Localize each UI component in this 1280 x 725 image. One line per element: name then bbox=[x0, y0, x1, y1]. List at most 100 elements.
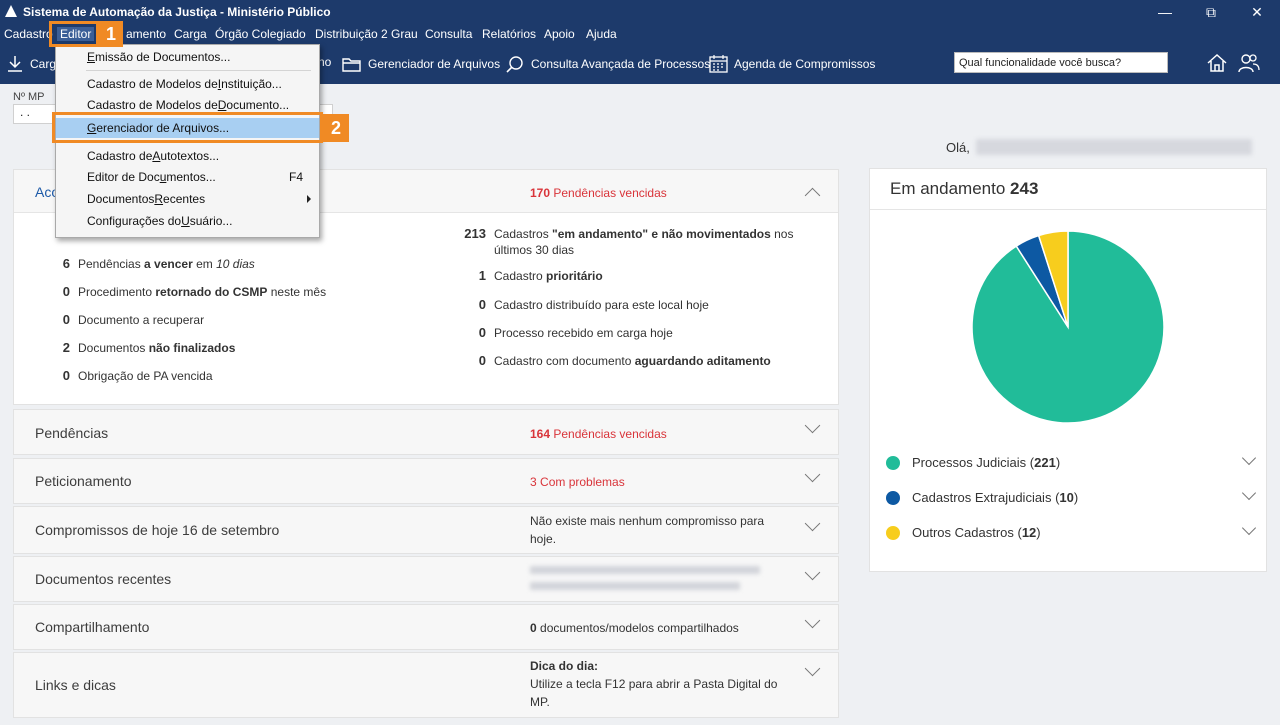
pie-slice-outros-cadastros[interactable] bbox=[1037, 230, 1069, 328]
close-icon[interactable]: ✕ bbox=[1251, 3, 1263, 20]
pendencias-info: 164 Pendências vencidas bbox=[530, 427, 667, 441]
menu-cadastro[interactable]: Cadastro bbox=[4, 27, 53, 41]
search-icon bbox=[505, 55, 525, 73]
menu-consulta[interactable]: Consulta bbox=[425, 27, 473, 41]
shortcut-f4: F4 bbox=[288, 170, 303, 184]
user-name-redacted bbox=[975, 139, 1252, 155]
pendencias-title: Pendências bbox=[35, 425, 109, 441]
toolbar-consulta-label: Consulta Avançada de Processos bbox=[531, 57, 711, 71]
acompanhamento-pendencias: 170 Pendências vencidas bbox=[530, 186, 667, 200]
download-icon bbox=[6, 55, 24, 73]
stat-documento-recuperar[interactable]: 0 Documento a recuperar bbox=[62, 312, 205, 327]
stat-aditamento[interactable]: 0 Cadastro com documento aguardando adita… bbox=[478, 353, 771, 368]
mp-label: Nº MP bbox=[13, 91, 45, 103]
chevron-down-icon[interactable] bbox=[804, 564, 821, 581]
panel-compromissos[interactable]: Compromissos de hoje 16 de setembro Não … bbox=[13, 506, 839, 554]
legend-label: Cadastros Extrajudiciais (10) bbox=[912, 490, 1079, 505]
toolbar-consulta-button[interactable]: Consulta Avançada de Processos bbox=[505, 55, 710, 73]
toolbar-gerenciador-button[interactable]: Gerenciador de Arquivos bbox=[342, 55, 500, 73]
search-input[interactable] bbox=[954, 52, 1168, 73]
menu-apoio[interactable]: Apoio bbox=[544, 27, 575, 41]
peticionamento-info: 3 Com problemas bbox=[530, 475, 625, 489]
documento-redacted bbox=[530, 582, 740, 590]
em-andamento-header: Em andamento 243 bbox=[870, 169, 1266, 210]
menu-editor-documentos[interactable]: Editor de Doc u mentos... F4 bbox=[87, 170, 303, 184]
panel-pendencias[interactable]: Pendências 164 Pendências vencidas bbox=[13, 409, 839, 455]
compartilhamento-info: 0 documentos/modelos compartilhados bbox=[530, 621, 739, 635]
stat-a-vencer[interactable]: 6 Pendências a vencer em 10 dias bbox=[62, 256, 255, 271]
toolbar-gerenciador-label: Gerenciador de Arquivos bbox=[368, 57, 501, 71]
window-title: Sistema de Automação da Justiça - Minist… bbox=[23, 5, 331, 19]
step-badge-2: 2 bbox=[323, 114, 349, 142]
chevron-up-icon[interactable] bbox=[804, 187, 821, 204]
documentos-title: Documentos recentes bbox=[35, 571, 172, 587]
menu-separator bbox=[86, 142, 311, 143]
compromissos-info: Não existe mais nenhum compromisso para h… bbox=[530, 514, 765, 546]
step-badge-1: 1 bbox=[99, 21, 123, 47]
peticionamento-title: Peticionamento bbox=[35, 473, 132, 489]
chevron-down-icon[interactable] bbox=[804, 515, 821, 532]
em-andamento-card: Em andamento 243 Processos Judiciais (22… bbox=[869, 168, 1267, 572]
panel-peticionamento[interactable]: Peticionamento 3 Com problemas bbox=[13, 458, 839, 504]
stat-distribuido[interactable]: 0 Cadastro distribuído para este local ho… bbox=[478, 297, 709, 312]
calendar-icon bbox=[709, 55, 728, 73]
stat-pa-vencida[interactable]: 0 Obrigação de PA vencida bbox=[62, 368, 213, 383]
legend-dot bbox=[886, 525, 900, 540]
toolbar-hidden-item[interactable]: no bbox=[318, 55, 331, 69]
menu-editor[interactable]: Editor bbox=[57, 27, 95, 41]
menu-orgao-colegiado[interactable]: Órgão Colegiado bbox=[215, 27, 306, 41]
menu-carga[interactable]: Carga bbox=[174, 27, 207, 41]
legend-label: Outros Cadastros (12) bbox=[912, 525, 1041, 540]
chevron-down-icon[interactable] bbox=[1241, 485, 1257, 501]
legend-label: Processos Judiciais (221) bbox=[912, 455, 1061, 470]
legend-outros-cadastros[interactable]: Outros Cadastros (12) bbox=[886, 520, 1257, 540]
chevron-down-icon[interactable] bbox=[804, 466, 821, 483]
panel-documentos-recentes[interactable]: Documentos recentes bbox=[13, 556, 839, 602]
chevron-down-icon[interactable] bbox=[1241, 520, 1257, 536]
legend-cadastros-extrajudiciais[interactable]: Cadastros Extrajudiciais (10) bbox=[886, 485, 1257, 505]
pie-chart bbox=[971, 230, 1165, 424]
chevron-down-icon[interactable] bbox=[804, 612, 821, 629]
home-icon[interactable] bbox=[1206, 53, 1228, 76]
stat-em-andamento[interactable]: 213 Cadastros "em andamento" e não movime… bbox=[464, 226, 794, 257]
panel-compartilhamento[interactable]: Compartilhamento 0 documentos/modelos co… bbox=[13, 604, 839, 650]
app-logo-icon bbox=[5, 5, 17, 17]
stat-nao-finalizados[interactable]: 2 Documentos não finalizados bbox=[62, 340, 236, 355]
panel-links-dicas[interactable]: Links e dicas Dica do dia: Utilize a tecl… bbox=[13, 652, 839, 718]
menu-bar: Cadastro Editor amento Carga Órgão Coleg… bbox=[0, 24, 1280, 44]
minimize-icon[interactable]: — bbox=[1158, 4, 1172, 20]
stat-carga-hoje[interactable]: 0 Processo recebido em carga hoje bbox=[478, 325, 673, 340]
stat-retornado-csmp[interactable]: 0 Procedimento retornado do CSMP neste mê… bbox=[62, 284, 327, 299]
toolbar-agenda-button[interactable]: Agenda de Compromissos bbox=[709, 55, 875, 73]
stat-prioritario[interactable]: 1 Cadastro prioritário bbox=[478, 268, 603, 283]
menu-acompanhamento[interactable]: amento bbox=[126, 27, 167, 41]
users-icon[interactable] bbox=[1238, 53, 1260, 76]
chevron-down-icon[interactable] bbox=[804, 417, 821, 434]
greeting: Olá, bbox=[946, 139, 1252, 155]
legend-processos-judiciais[interactable]: Processos Judiciais (221) bbox=[886, 450, 1257, 470]
greeting-label: Olá, bbox=[946, 139, 970, 155]
menu-separator bbox=[86, 70, 311, 71]
menu-relatorios[interactable]: Relatórios bbox=[482, 27, 537, 41]
pie-slice-processos-judiciais[interactable] bbox=[971, 230, 1165, 424]
toolbar-carga-button[interactable]: Carg bbox=[6, 55, 56, 73]
acompanhamento-title: Aco bbox=[35, 184, 60, 200]
menu-distribuicao[interactable]: Distribuição 2 Grau bbox=[315, 27, 418, 41]
title-bar: Sistema de Automação da Justiça - Minist… bbox=[0, 0, 1280, 24]
legend-dot bbox=[886, 455, 900, 470]
legend-dot bbox=[886, 490, 900, 505]
restore-icon[interactable]: ⧉ bbox=[1206, 3, 1216, 20]
compartilhamento-title: Compartilhamento bbox=[35, 619, 150, 635]
toolbar-carga-label: Carg bbox=[30, 57, 57, 71]
em-andamento-title: Em andamento 243 bbox=[890, 179, 1039, 198]
chevron-down-icon[interactable] bbox=[804, 660, 821, 677]
menu-ajuda[interactable]: Ajuda bbox=[586, 27, 617, 41]
